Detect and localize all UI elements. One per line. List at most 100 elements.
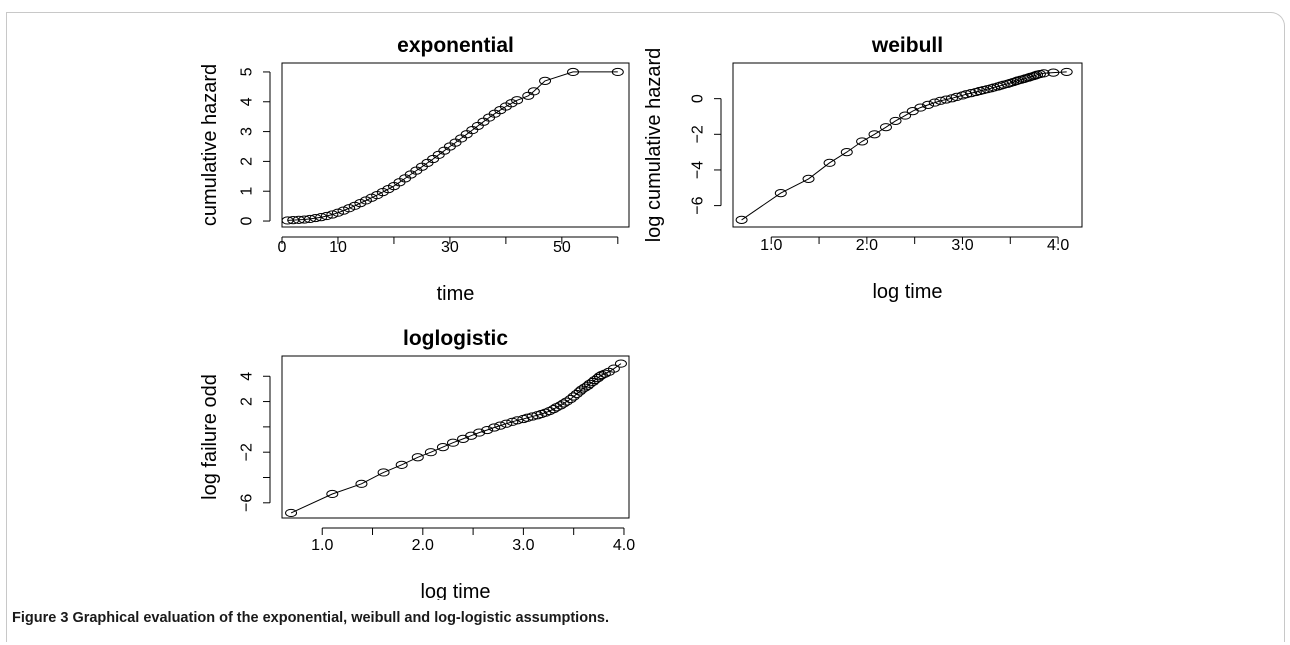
- chart-panel-loglogistic: loglogistic 1.0 2.0 3.0 4.0 log time −6 −2 2 4 log…: [199, 327, 635, 600]
- y-tick-label: −4: [690, 161, 707, 179]
- x-axis-label: time: [437, 283, 475, 305]
- data-point: [567, 67, 580, 77]
- data-point: [1004, 78, 1017, 88]
- chart-panel-exponential: exponential 0 10 30 50 time 0 1 2 3 4 5 cumulative h…: [199, 34, 630, 305]
- x-axis-label: log time: [420, 581, 490, 600]
- y-tick-label: 2: [239, 397, 256, 406]
- plot-frame: [732, 62, 1083, 228]
- y-tick-label: 5: [239, 67, 256, 76]
- data-point: [326, 210, 339, 219]
- data-point: [823, 158, 836, 167]
- data-point: [607, 364, 620, 373]
- y-tick-label: 4: [239, 372, 256, 381]
- y-tick-label: −2: [239, 443, 256, 461]
- data-point: [355, 479, 368, 488]
- data-point: [1037, 69, 1050, 78]
- data-point: [914, 103, 927, 112]
- data-point: [320, 211, 333, 221]
- x-tick-label: 30: [441, 239, 459, 256]
- data-point: [940, 95, 953, 104]
- data-point: [298, 215, 311, 224]
- data-point: [411, 453, 424, 462]
- data-point: [309, 213, 322, 223]
- data-point: [856, 137, 869, 146]
- figure-caption-text: Graphical evaluation of the exponential,…: [72, 610, 610, 626]
- x-tick-label: 3.0: [512, 537, 534, 554]
- y-tick-label: 2: [239, 157, 256, 166]
- data-point: [735, 215, 748, 224]
- x-tick-label: 50: [553, 239, 571, 256]
- data-point: [922, 100, 935, 109]
- data-point: [1060, 67, 1073, 77]
- data-point: [611, 67, 624, 77]
- data-point: [868, 130, 881, 139]
- x-tick-label: 4.0: [1047, 237, 1069, 254]
- chart-title: loglogistic: [403, 327, 508, 350]
- data-point: [481, 425, 494, 435]
- series-line: [290, 363, 622, 514]
- data-point: [377, 468, 390, 477]
- data-point: [315, 213, 328, 222]
- data-point: [564, 394, 577, 404]
- data-point: [889, 116, 902, 126]
- y-axis-label: log cumulative hazard: [643, 48, 665, 243]
- x-tick-label: 2.0: [412, 537, 434, 554]
- y-tick-label: 0: [239, 216, 256, 225]
- x-tick-label: 10: [329, 239, 347, 256]
- data-point: [473, 428, 486, 437]
- y-tick-label: −6: [239, 494, 256, 512]
- data-point: [527, 87, 540, 96]
- y-tick-label: 0: [690, 94, 707, 103]
- data-point: [488, 423, 501, 432]
- series-line: [741, 71, 1067, 221]
- chart-title: weibull: [871, 34, 943, 57]
- data-point: [802, 174, 815, 183]
- x-tick-label: 2.0: [856, 237, 878, 254]
- data-point: [424, 448, 437, 457]
- chart-panel-weibull: weibull 1.0 2.0 3.0 4.0 log time −6 −4 −2 0 log cu…: [643, 34, 1083, 303]
- data-point: [965, 89, 978, 98]
- y-tick-label: −2: [690, 125, 707, 143]
- plot-frame: [281, 62, 630, 228]
- data-point: [598, 369, 611, 378]
- data-point: [774, 189, 787, 198]
- data-point: [1047, 68, 1060, 77]
- y-axis-label: log failure odd: [199, 374, 221, 500]
- x-tick-label: 1.0: [311, 537, 333, 554]
- x-tick-label: 4.0: [613, 537, 635, 554]
- x-tick-label: 0: [278, 239, 287, 256]
- y-tick-label: −6: [690, 196, 707, 214]
- data-point: [285, 508, 298, 518]
- figure-plots: exponential 0 10 30 50 time 0 1 2 3 4 5 cumulative h…: [199, 34, 1083, 600]
- data-point: [879, 123, 892, 132]
- data-point: [840, 148, 853, 157]
- data-point: [560, 397, 573, 406]
- data-point: [934, 96, 947, 105]
- data-point: [500, 419, 513, 428]
- data-point: [557, 399, 570, 408]
- data-point: [567, 392, 580, 401]
- chart-title: exponential: [397, 34, 514, 57]
- data-point: [928, 98, 941, 107]
- x-tick-label: 1.0: [760, 237, 782, 254]
- x-axis-label: log time: [872, 281, 942, 303]
- y-tick-label: 4: [239, 97, 256, 106]
- figure-caption: Figure 3 Graphical evaluation of the exp…: [12, 610, 609, 626]
- y-tick-label: 1: [239, 187, 256, 196]
- y-axis-label: cumulative hazard: [199, 64, 221, 226]
- data-point: [395, 460, 408, 469]
- y-tick-label: 3: [239, 127, 256, 136]
- data-point: [436, 443, 449, 452]
- x-tick-label: 3.0: [951, 237, 973, 254]
- data-point: [303, 214, 316, 224]
- plot-frame: [281, 355, 630, 519]
- data-point: [1027, 72, 1040, 81]
- data-point: [614, 359, 627, 368]
- data-point: [326, 489, 339, 499]
- data-point: [494, 421, 507, 430]
- figure-frame: [6, 12, 1285, 642]
- data-point: [539, 76, 552, 85]
- data-point: [899, 111, 912, 120]
- data-point: [446, 438, 459, 447]
- data-point: [511, 96, 524, 105]
